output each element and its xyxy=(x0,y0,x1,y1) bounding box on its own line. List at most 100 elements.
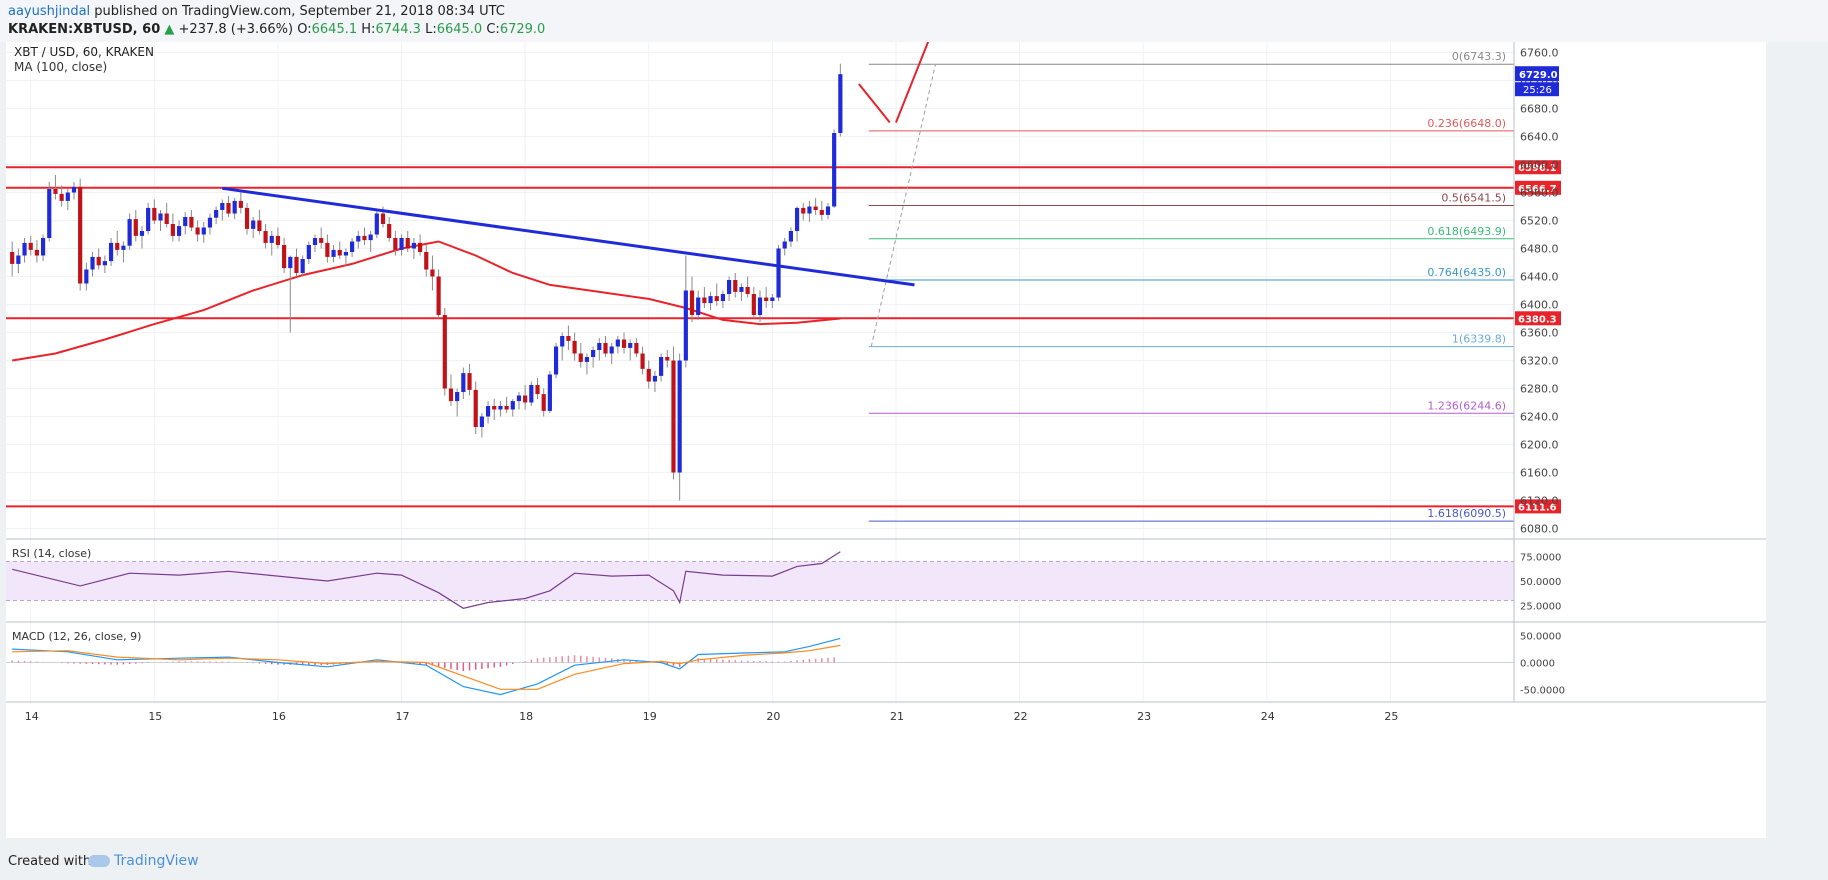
candle-body[interactable] xyxy=(794,207,800,231)
candle-body[interactable] xyxy=(807,206,812,214)
candle-body[interactable] xyxy=(584,357,590,362)
candle-body[interactable] xyxy=(467,373,472,390)
candle-body[interactable] xyxy=(374,213,379,235)
candle-body[interactable] xyxy=(448,388,454,402)
candle-body[interactable] xyxy=(282,245,287,269)
candle-body[interactable] xyxy=(751,294,756,315)
candle-body[interactable] xyxy=(312,238,318,245)
candle-body[interactable] xyxy=(164,213,169,225)
candle-body[interactable] xyxy=(133,219,138,236)
candle-body[interactable] xyxy=(733,280,738,292)
candle-body[interactable] xyxy=(541,394,546,411)
candle-body[interactable] xyxy=(485,406,491,417)
candle-body[interactable] xyxy=(646,368,651,382)
candle-body[interactable] xyxy=(566,336,571,341)
candle-body[interactable] xyxy=(455,392,460,402)
candle-body[interactable] xyxy=(825,206,831,215)
candle-body[interactable] xyxy=(659,357,664,376)
candle-body[interactable] xyxy=(665,357,670,361)
candle-body[interactable] xyxy=(387,224,392,238)
candle-body[interactable] xyxy=(84,269,89,284)
candle-body[interactable] xyxy=(337,249,342,256)
candle-body[interactable] xyxy=(739,287,744,292)
candle-body[interactable] xyxy=(16,255,21,264)
author-link[interactable]: aayushjindal xyxy=(8,4,91,19)
bearish-trendline[interactable] xyxy=(222,186,915,287)
candle-body[interactable] xyxy=(269,235,274,243)
candle-body[interactable] xyxy=(176,226,182,236)
candle-body[interactable] xyxy=(115,242,120,250)
candle-body[interactable] xyxy=(220,203,225,210)
candle-body[interactable] xyxy=(399,238,404,250)
candle-body[interactable] xyxy=(727,280,732,294)
candle-body[interactable] xyxy=(96,256,101,266)
candle-body[interactable] xyxy=(368,234,373,241)
candle-body[interactable] xyxy=(257,220,262,232)
candle-body[interactable] xyxy=(424,252,429,270)
candle-body[interactable] xyxy=(201,227,206,235)
candle-body[interactable] xyxy=(78,186,83,284)
candle-body[interactable] xyxy=(560,336,565,347)
candle-body[interactable] xyxy=(238,200,243,208)
candle-body[interactable] xyxy=(319,238,324,243)
candle-body[interactable] xyxy=(356,235,361,242)
candle-body[interactable] xyxy=(350,241,355,253)
candle-body[interactable] xyxy=(430,269,435,277)
candle-body[interactable] xyxy=(572,340,577,354)
candle-body[interactable] xyxy=(801,207,806,214)
candle-body[interactable] xyxy=(621,339,627,348)
candle-body[interactable] xyxy=(10,252,15,264)
candle-body[interactable] xyxy=(127,219,132,246)
candle-body[interactable] xyxy=(325,242,330,257)
candle-body[interactable] xyxy=(22,242,27,256)
candle-body[interactable] xyxy=(714,296,719,301)
candle-body[interactable] xyxy=(516,395,522,402)
candle-body[interactable] xyxy=(146,207,151,231)
candle-body[interactable] xyxy=(498,406,503,410)
candle-body[interactable] xyxy=(708,296,713,304)
candle-body[interactable] xyxy=(195,227,200,235)
candle-body[interactable] xyxy=(720,294,726,301)
candle-body[interactable] xyxy=(139,231,145,236)
candle-body[interactable] xyxy=(832,133,837,207)
candle-body[interactable] xyxy=(232,200,237,214)
candle-body[interactable] xyxy=(652,375,658,382)
candle-body[interactable] xyxy=(788,231,793,242)
chart-svg[interactable]: 6596.1 6566.7 6380.3 6111.6 0(6743.3) 0.236(6… xyxy=(6,13,1766,838)
candle-body[interactable] xyxy=(362,235,367,241)
candle-body[interactable] xyxy=(53,189,58,194)
candle-body[interactable] xyxy=(640,353,645,369)
candle-body[interactable] xyxy=(535,385,540,395)
chart-frame[interactable]: 6596.1 6566.7 6380.3 6111.6 0(6743.3) 0.236(6… xyxy=(6,13,1766,838)
candle-body[interactable] xyxy=(757,297,763,316)
candle-body[interactable] xyxy=(782,241,787,249)
candle-body[interactable] xyxy=(152,207,157,221)
candle-body[interactable] xyxy=(226,203,231,214)
candle-body[interactable] xyxy=(578,353,583,362)
candle-body[interactable] xyxy=(529,385,534,403)
candle-body[interactable] xyxy=(306,245,311,259)
candle-body[interactable] xyxy=(417,242,423,252)
candle-body[interactable] xyxy=(436,276,441,316)
candle-body[interactable] xyxy=(28,242,33,250)
candle-body[interactable] xyxy=(244,207,250,229)
candle-body[interactable] xyxy=(121,245,126,250)
candle-body[interactable] xyxy=(683,290,688,361)
candle-body[interactable] xyxy=(90,256,95,270)
candle-body[interactable] xyxy=(689,290,695,316)
candle-body[interactable] xyxy=(492,406,497,410)
candle-body[interactable] xyxy=(214,210,219,218)
candle-body[interactable] xyxy=(677,360,682,473)
tradingview-brand[interactable]: TradingView xyxy=(88,853,199,869)
candle-body[interactable] xyxy=(189,217,194,228)
candle-body[interactable] xyxy=(764,297,769,302)
candle-body[interactable] xyxy=(108,242,114,262)
candle-body[interactable] xyxy=(158,213,163,221)
candle-body[interactable] xyxy=(183,217,188,227)
candle-body[interactable] xyxy=(300,259,305,273)
candle-body[interactable] xyxy=(597,343,602,350)
candle-body[interactable] xyxy=(634,343,639,354)
candle-body[interactable] xyxy=(65,192,70,201)
candle-body[interactable] xyxy=(671,360,676,473)
candle-body[interactable] xyxy=(47,189,52,238)
